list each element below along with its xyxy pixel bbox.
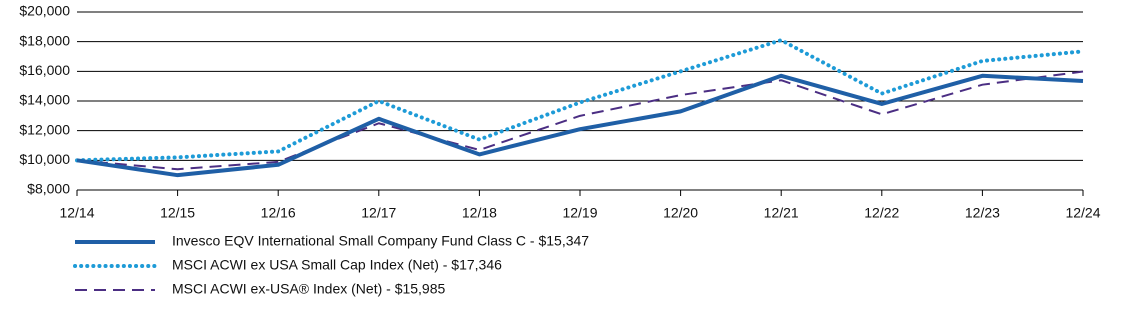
- x-tick-label: 12/24: [1065, 205, 1100, 221]
- y-tick-label: $20,000: [19, 3, 70, 19]
- y-tick-label: $10,000: [19, 151, 70, 167]
- legend-label: MSCI ACWI ex USA Small Cap Index (Net) -…: [172, 257, 502, 273]
- x-tick-label: 12/16: [261, 205, 296, 221]
- x-tick-label: 12/15: [160, 205, 195, 221]
- series-line: [75, 38, 1085, 163]
- legend-label: MSCI ACWI ex-USA® Index (Net) - $15,985: [172, 281, 446, 297]
- x-tick-label: 12/17: [361, 205, 396, 221]
- series-line: [76, 73, 1084, 178]
- y-tick-label: $14,000: [19, 92, 70, 108]
- x-tick-label: 12/23: [965, 205, 1000, 221]
- x-tick-label: 12/20: [663, 205, 698, 221]
- y-tick-label: $12,000: [19, 121, 70, 137]
- legend-label: Invesco EQV International Small Company …: [172, 233, 589, 249]
- x-tick-label: 12/22: [864, 205, 899, 221]
- x-tick-label: 12/14: [59, 205, 94, 221]
- series-line: [76, 70, 1084, 171]
- y-tick-label: $16,000: [19, 62, 70, 78]
- x-tick-label: 12/18: [462, 205, 497, 221]
- x-tick-label: 12/19: [562, 205, 597, 221]
- y-tick-label: $8,000: [27, 181, 70, 197]
- x-tick-label: 12/21: [764, 205, 799, 221]
- y-tick-label: $18,000: [19, 32, 70, 48]
